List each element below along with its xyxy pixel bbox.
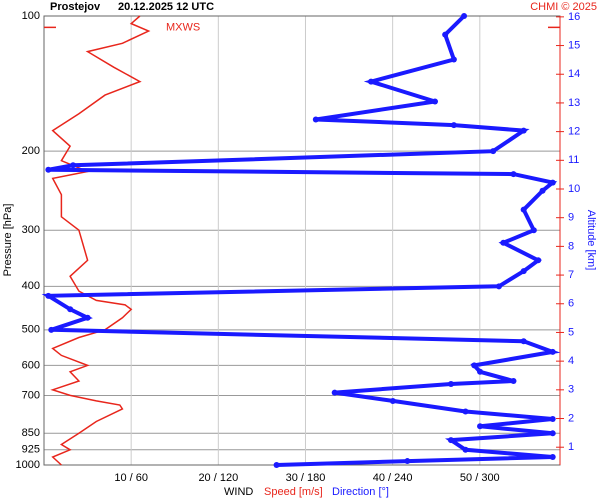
direction-point <box>450 122 457 129</box>
y-tick-label: 1000 <box>16 459 40 471</box>
direction-point <box>67 306 74 313</box>
x-tick-label: 30 / 180 <box>286 472 326 484</box>
y2-tick-label: 2 <box>568 412 574 424</box>
legend-entry: Speed [m/s] <box>264 486 323 498</box>
direction-point <box>549 179 556 186</box>
y2-tick-label: 1 <box>568 441 574 453</box>
y-tick-label: 925 <box>22 444 40 456</box>
y-tick-label: 500 <box>22 324 40 336</box>
direction-point <box>495 283 502 290</box>
direction-point <box>447 380 454 387</box>
y2-tick-label: 8 <box>568 240 574 252</box>
y2-tick-label: 9 <box>568 212 574 224</box>
direction-point <box>442 31 449 38</box>
direction-point <box>510 171 517 178</box>
credit: CHMI © 2025 <box>530 1 597 13</box>
y2-tick-label: 14 <box>568 68 580 80</box>
direction-point <box>368 78 375 85</box>
direction-point <box>404 458 411 465</box>
direction-point <box>549 430 556 437</box>
y2-tick-label: 5 <box>568 326 574 338</box>
annotation: MXWS <box>166 21 200 33</box>
chart-title: Prostejov <box>50 1 101 13</box>
y2-tick-label: 12 <box>568 126 580 138</box>
direction-point <box>45 292 52 299</box>
direction-point <box>450 56 457 63</box>
x-tick-label: 10 / 60 <box>114 472 148 484</box>
direction-point <box>477 423 484 430</box>
y-tick-label: 100 <box>22 10 40 22</box>
y-tick-label: 600 <box>22 359 40 371</box>
y2-tick-label: 4 <box>568 355 574 367</box>
y2-tick-label: 13 <box>568 97 580 109</box>
x-tick-label: 50 / 300 <box>460 472 500 484</box>
direction-point <box>535 257 542 264</box>
direction-point <box>471 362 478 369</box>
direction-point <box>510 377 517 384</box>
y2-tick-label: 6 <box>568 298 574 310</box>
direction-point <box>45 166 52 173</box>
direction-point <box>500 239 507 246</box>
direction-point <box>70 162 77 169</box>
y2-tick-label: 16 <box>568 11 580 23</box>
speed-line <box>50 15 151 466</box>
direction-point <box>389 397 396 404</box>
chart-subtitle: 20.12.2025 12 UTC <box>118 1 214 13</box>
direction-point <box>490 148 497 155</box>
direction-point <box>462 408 469 415</box>
y-axis-label: Pressure [hPa] <box>2 204 14 277</box>
y2-tick-label: 10 <box>568 183 580 195</box>
direction-point <box>312 116 319 123</box>
direction-point <box>477 368 484 375</box>
y-tick-label: 850 <box>22 427 40 439</box>
y-tick-label: 400 <box>22 280 40 292</box>
direction-point <box>273 462 280 468</box>
direction-point <box>520 338 527 345</box>
direction-point <box>462 446 469 453</box>
direction-point <box>48 326 55 333</box>
legend-entry: Direction [°] <box>332 486 389 498</box>
y2-tick-label: 11 <box>568 154 579 166</box>
direction-point <box>539 187 546 194</box>
direction-point <box>84 314 91 321</box>
y-tick-label: 700 <box>22 389 40 401</box>
direction-point <box>461 13 468 19</box>
y2-tick-label: 7 <box>568 269 574 281</box>
direction-point <box>520 268 527 275</box>
y2-tick-label: 15 <box>568 39 580 51</box>
direction-point <box>549 454 556 461</box>
y-tick-label: 200 <box>22 145 40 157</box>
direction-point <box>549 416 556 423</box>
y2-axis-label: Altitude [km] <box>585 210 597 271</box>
direction-point <box>447 437 454 444</box>
direction-point <box>431 98 438 105</box>
direction-point <box>549 348 556 355</box>
direction-point <box>520 206 527 213</box>
direction-point <box>520 127 527 134</box>
x-tick-label: 40 / 240 <box>373 472 413 484</box>
x-tick-label: 20 / 120 <box>198 472 238 484</box>
direction-point <box>530 227 537 234</box>
y2-tick-label: 3 <box>568 384 574 396</box>
direction-point <box>331 389 338 396</box>
y-tick-label: 300 <box>22 224 40 236</box>
x-axis-label: WIND <box>224 486 253 498</box>
